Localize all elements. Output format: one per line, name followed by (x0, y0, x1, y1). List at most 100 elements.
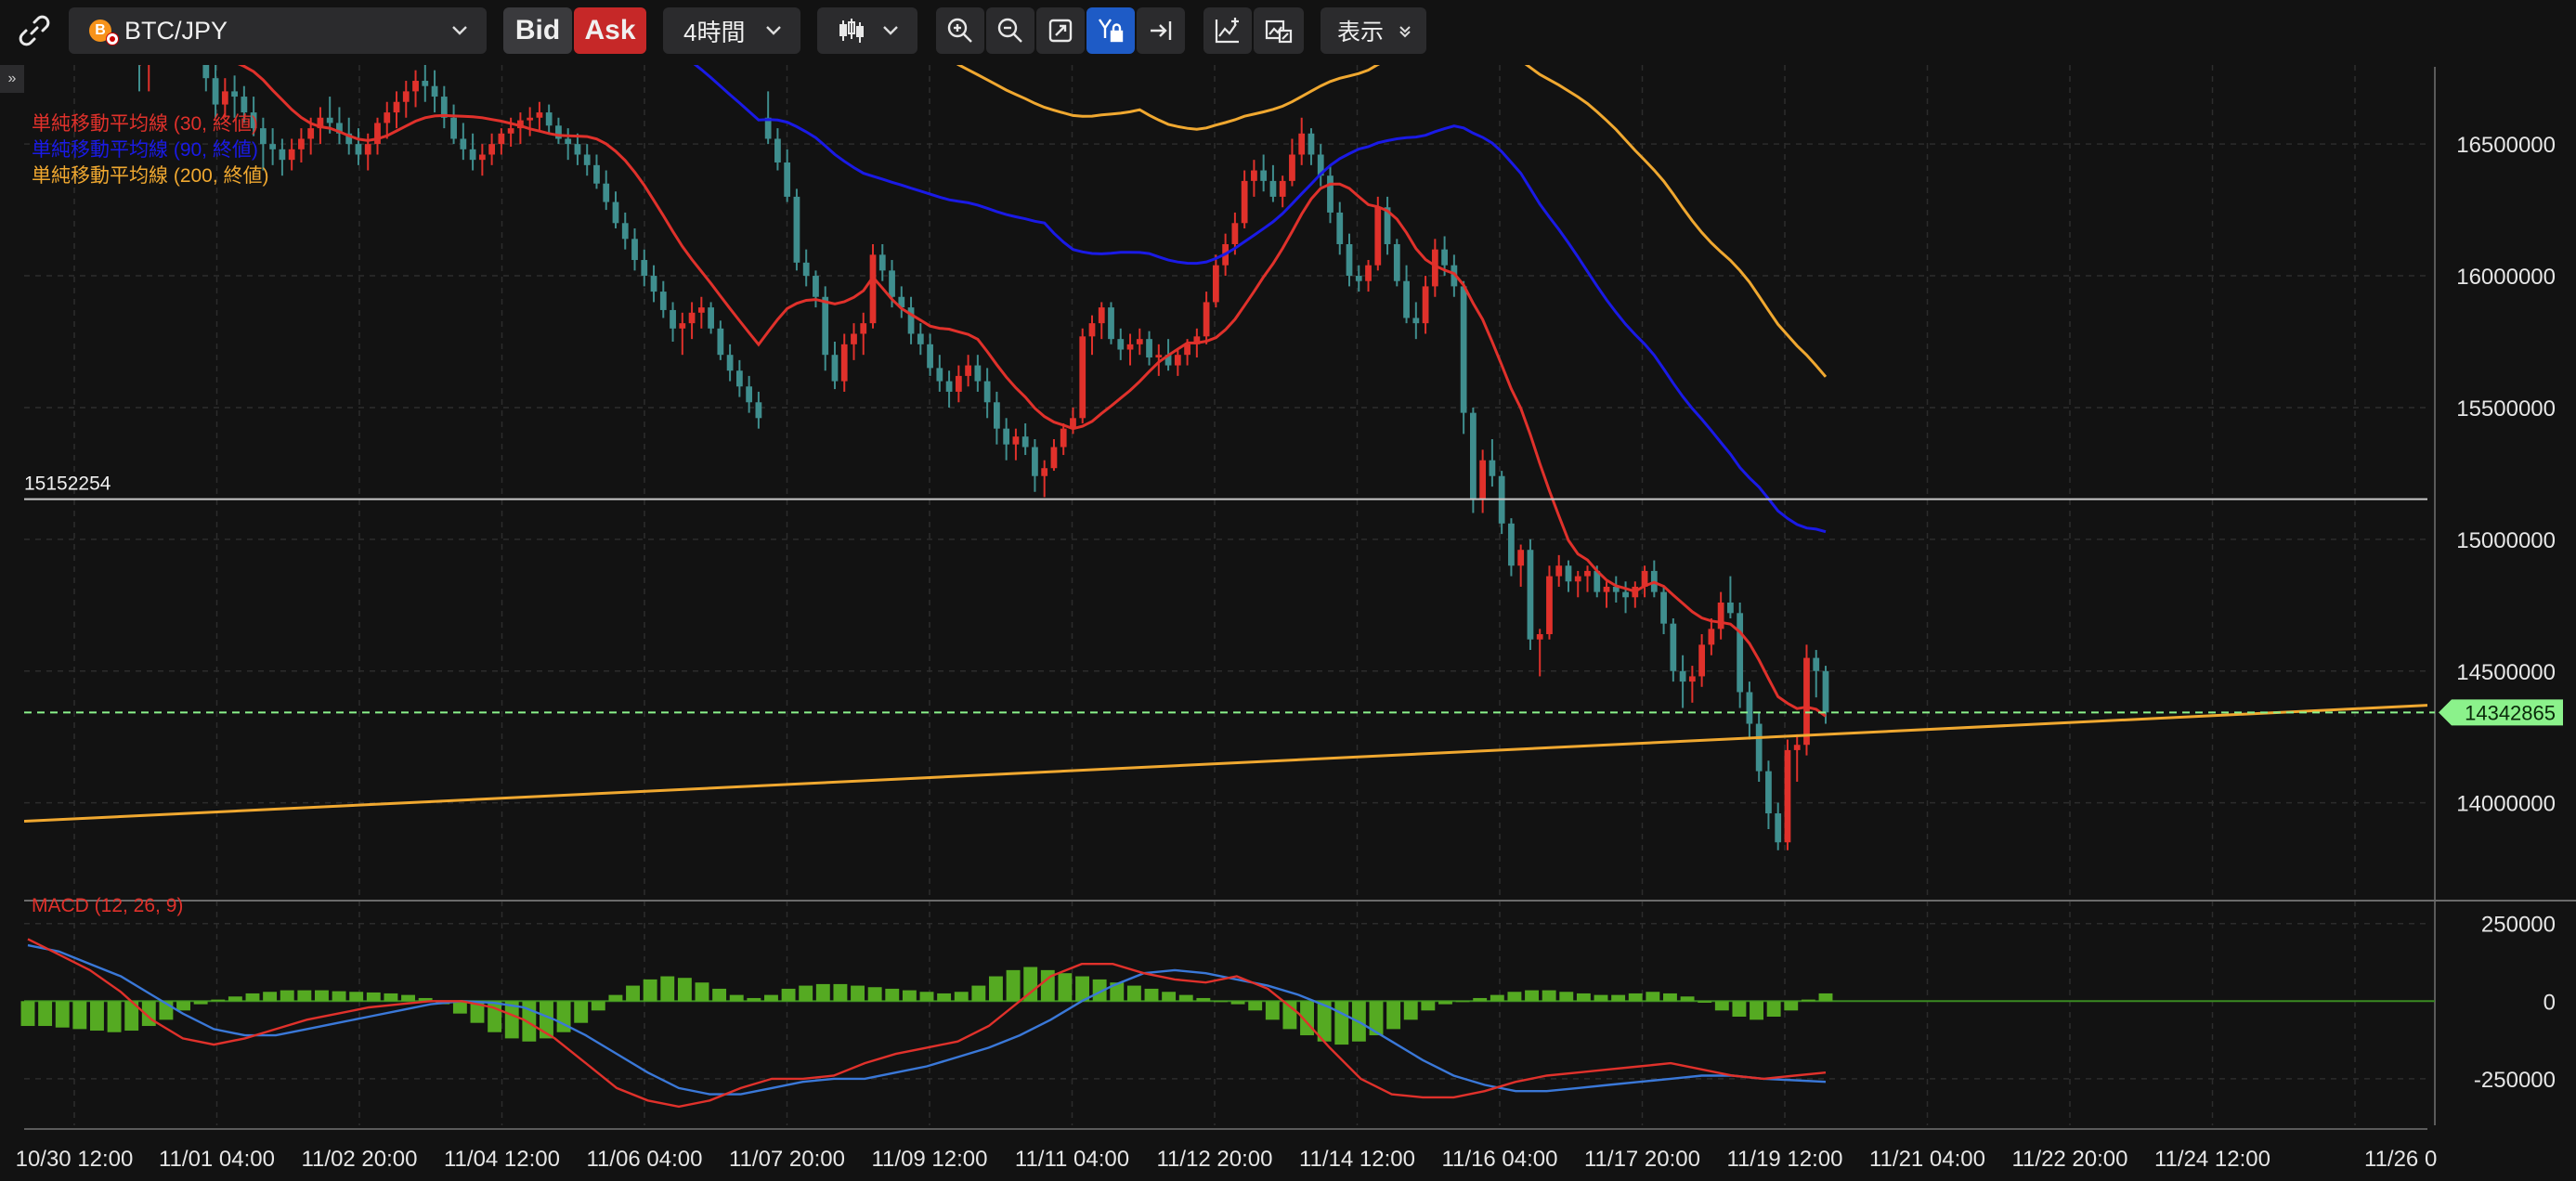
macd-histogram-bar (1196, 997, 1211, 1002)
candle (1269, 180, 1277, 197)
candle (1365, 265, 1372, 281)
candle (1050, 447, 1058, 469)
chevron-down-icon (880, 20, 901, 41)
candle (478, 154, 486, 161)
candle (298, 138, 305, 149)
candle (1431, 249, 1438, 287)
chevron-down-icon (449, 20, 470, 41)
macd-histogram-bar (1714, 1001, 1729, 1011)
candle (574, 144, 581, 155)
link-icon[interactable] (9, 7, 59, 54)
macd-histogram-bar (919, 992, 934, 1002)
candle (1793, 745, 1801, 750)
macd-histogram-bar (660, 976, 675, 1002)
x-tick-label: 11/04 12:00 (444, 1147, 560, 1172)
macd-histogram-bar (211, 999, 226, 1002)
candle (1670, 623, 1677, 671)
candle (1032, 447, 1038, 476)
scroll-to-end-icon[interactable] (1137, 7, 1185, 54)
candle (1317, 154, 1324, 176)
timeframe-selector[interactable]: 4時間 (663, 7, 800, 54)
macd-histogram-bar (1126, 985, 1141, 1002)
bid-button[interactable]: Bid (503, 7, 572, 54)
candle (221, 91, 228, 105)
candle (469, 149, 476, 161)
macd-histogram-bar (280, 990, 294, 1002)
candle (1546, 576, 1553, 635)
candle (994, 402, 1000, 429)
indicator-legend-item: 単純移動平均線 (30, 終値) (32, 113, 258, 135)
sma-90-line (693, 65, 1827, 534)
macd-histogram-bar (608, 994, 623, 1002)
candle (1803, 657, 1810, 746)
ask-button[interactable]: Ask (574, 7, 646, 54)
candle (1727, 602, 1734, 614)
candle (1203, 302, 1210, 337)
x-tick-label: 11/11 04:00 (1015, 1147, 1129, 1172)
candle (1384, 207, 1391, 244)
drawing-tools-icon[interactable] (1254, 7, 1304, 54)
macd-histogram-bar (695, 982, 709, 1002)
candle (250, 112, 257, 129)
symbol-selector[interactable]: B BTC/JPY (69, 7, 487, 54)
fit-screen-icon[interactable] (1036, 7, 1085, 54)
macd-legend: MACD (12, 26, 9) (32, 895, 183, 916)
zoom-in-icon[interactable] (936, 7, 984, 54)
macd-histogram-bar (677, 978, 692, 1002)
timeframe-label: 4時間 (683, 18, 746, 46)
candle (746, 386, 753, 403)
macd-histogram-bar (1178, 994, 1193, 1002)
macd-histogram-bar (1732, 1001, 1747, 1017)
candle (202, 65, 210, 79)
macd-histogram-bar (1058, 973, 1073, 1002)
candle (1737, 613, 1744, 693)
candle (440, 97, 448, 118)
candle (898, 296, 905, 308)
candle (1517, 550, 1525, 566)
macd-histogram-bar (1801, 999, 1815, 1002)
candle (1260, 170, 1268, 181)
price-tick-label: 16000000 (2456, 265, 2556, 290)
candle (1012, 436, 1020, 445)
candle (536, 112, 543, 118)
candle (317, 117, 324, 129)
candle (1441, 249, 1448, 266)
macd-histogram-bar (1421, 1001, 1436, 1011)
view-menu[interactable]: 表示 (1321, 7, 1426, 54)
indicator-legend-item: 単純移動平均線 (90, 終値) (32, 139, 258, 161)
candle (1374, 207, 1382, 266)
candle (384, 112, 391, 123)
macd-histogram-bar (470, 1001, 485, 1023)
expand-panel-icon[interactable]: » (0, 65, 24, 93)
indicator-legend: 単純移動平均線 (30, 終値) 単純移動平均線 (90, 終値) 単純移動平均線 … (32, 113, 269, 916)
candle (412, 81, 419, 92)
candle (983, 381, 991, 403)
y-axis-lock-icon[interactable] (1086, 7, 1135, 54)
macd-histogram-bar (1040, 969, 1055, 1002)
macd-tick-label: 0 (2543, 990, 2556, 1015)
macd-histogram-bar (20, 1001, 35, 1027)
candle (307, 128, 315, 139)
candle (659, 292, 667, 310)
candles (138, 65, 1829, 850)
price-tick-label: 16500000 (2456, 133, 2556, 158)
macd-histogram-bar (401, 994, 415, 1002)
candle (1679, 670, 1686, 682)
macd-histogram-bar (55, 1001, 70, 1028)
candle (1469, 412, 1477, 500)
current-price-label: 14342865 (2465, 701, 2556, 724)
x-tick-label: 11/12 20:00 (1156, 1147, 1272, 1172)
macd-histogram-bar (1542, 990, 1556, 1002)
time-x-axis: 10/30 12:00 11/01 04:00 11/02 20:00 11/04 1… (16, 1147, 2438, 1172)
price-chart[interactable]: 16500000 16000000 15500000 15000000 14500000… (0, 59, 2576, 1181)
chart-type-selector[interactable] (817, 7, 917, 54)
add-indicator-icon[interactable] (1203, 7, 1252, 54)
candle (907, 307, 915, 334)
candle (1508, 523, 1515, 566)
candle (460, 138, 467, 149)
zoom-out-icon[interactable] (986, 7, 1034, 54)
price-tick-label: 14000000 (2456, 792, 2556, 817)
macd-histogram-bar (1023, 967, 1038, 1002)
macd-histogram-bar (297, 990, 312, 1002)
candle (612, 201, 619, 224)
